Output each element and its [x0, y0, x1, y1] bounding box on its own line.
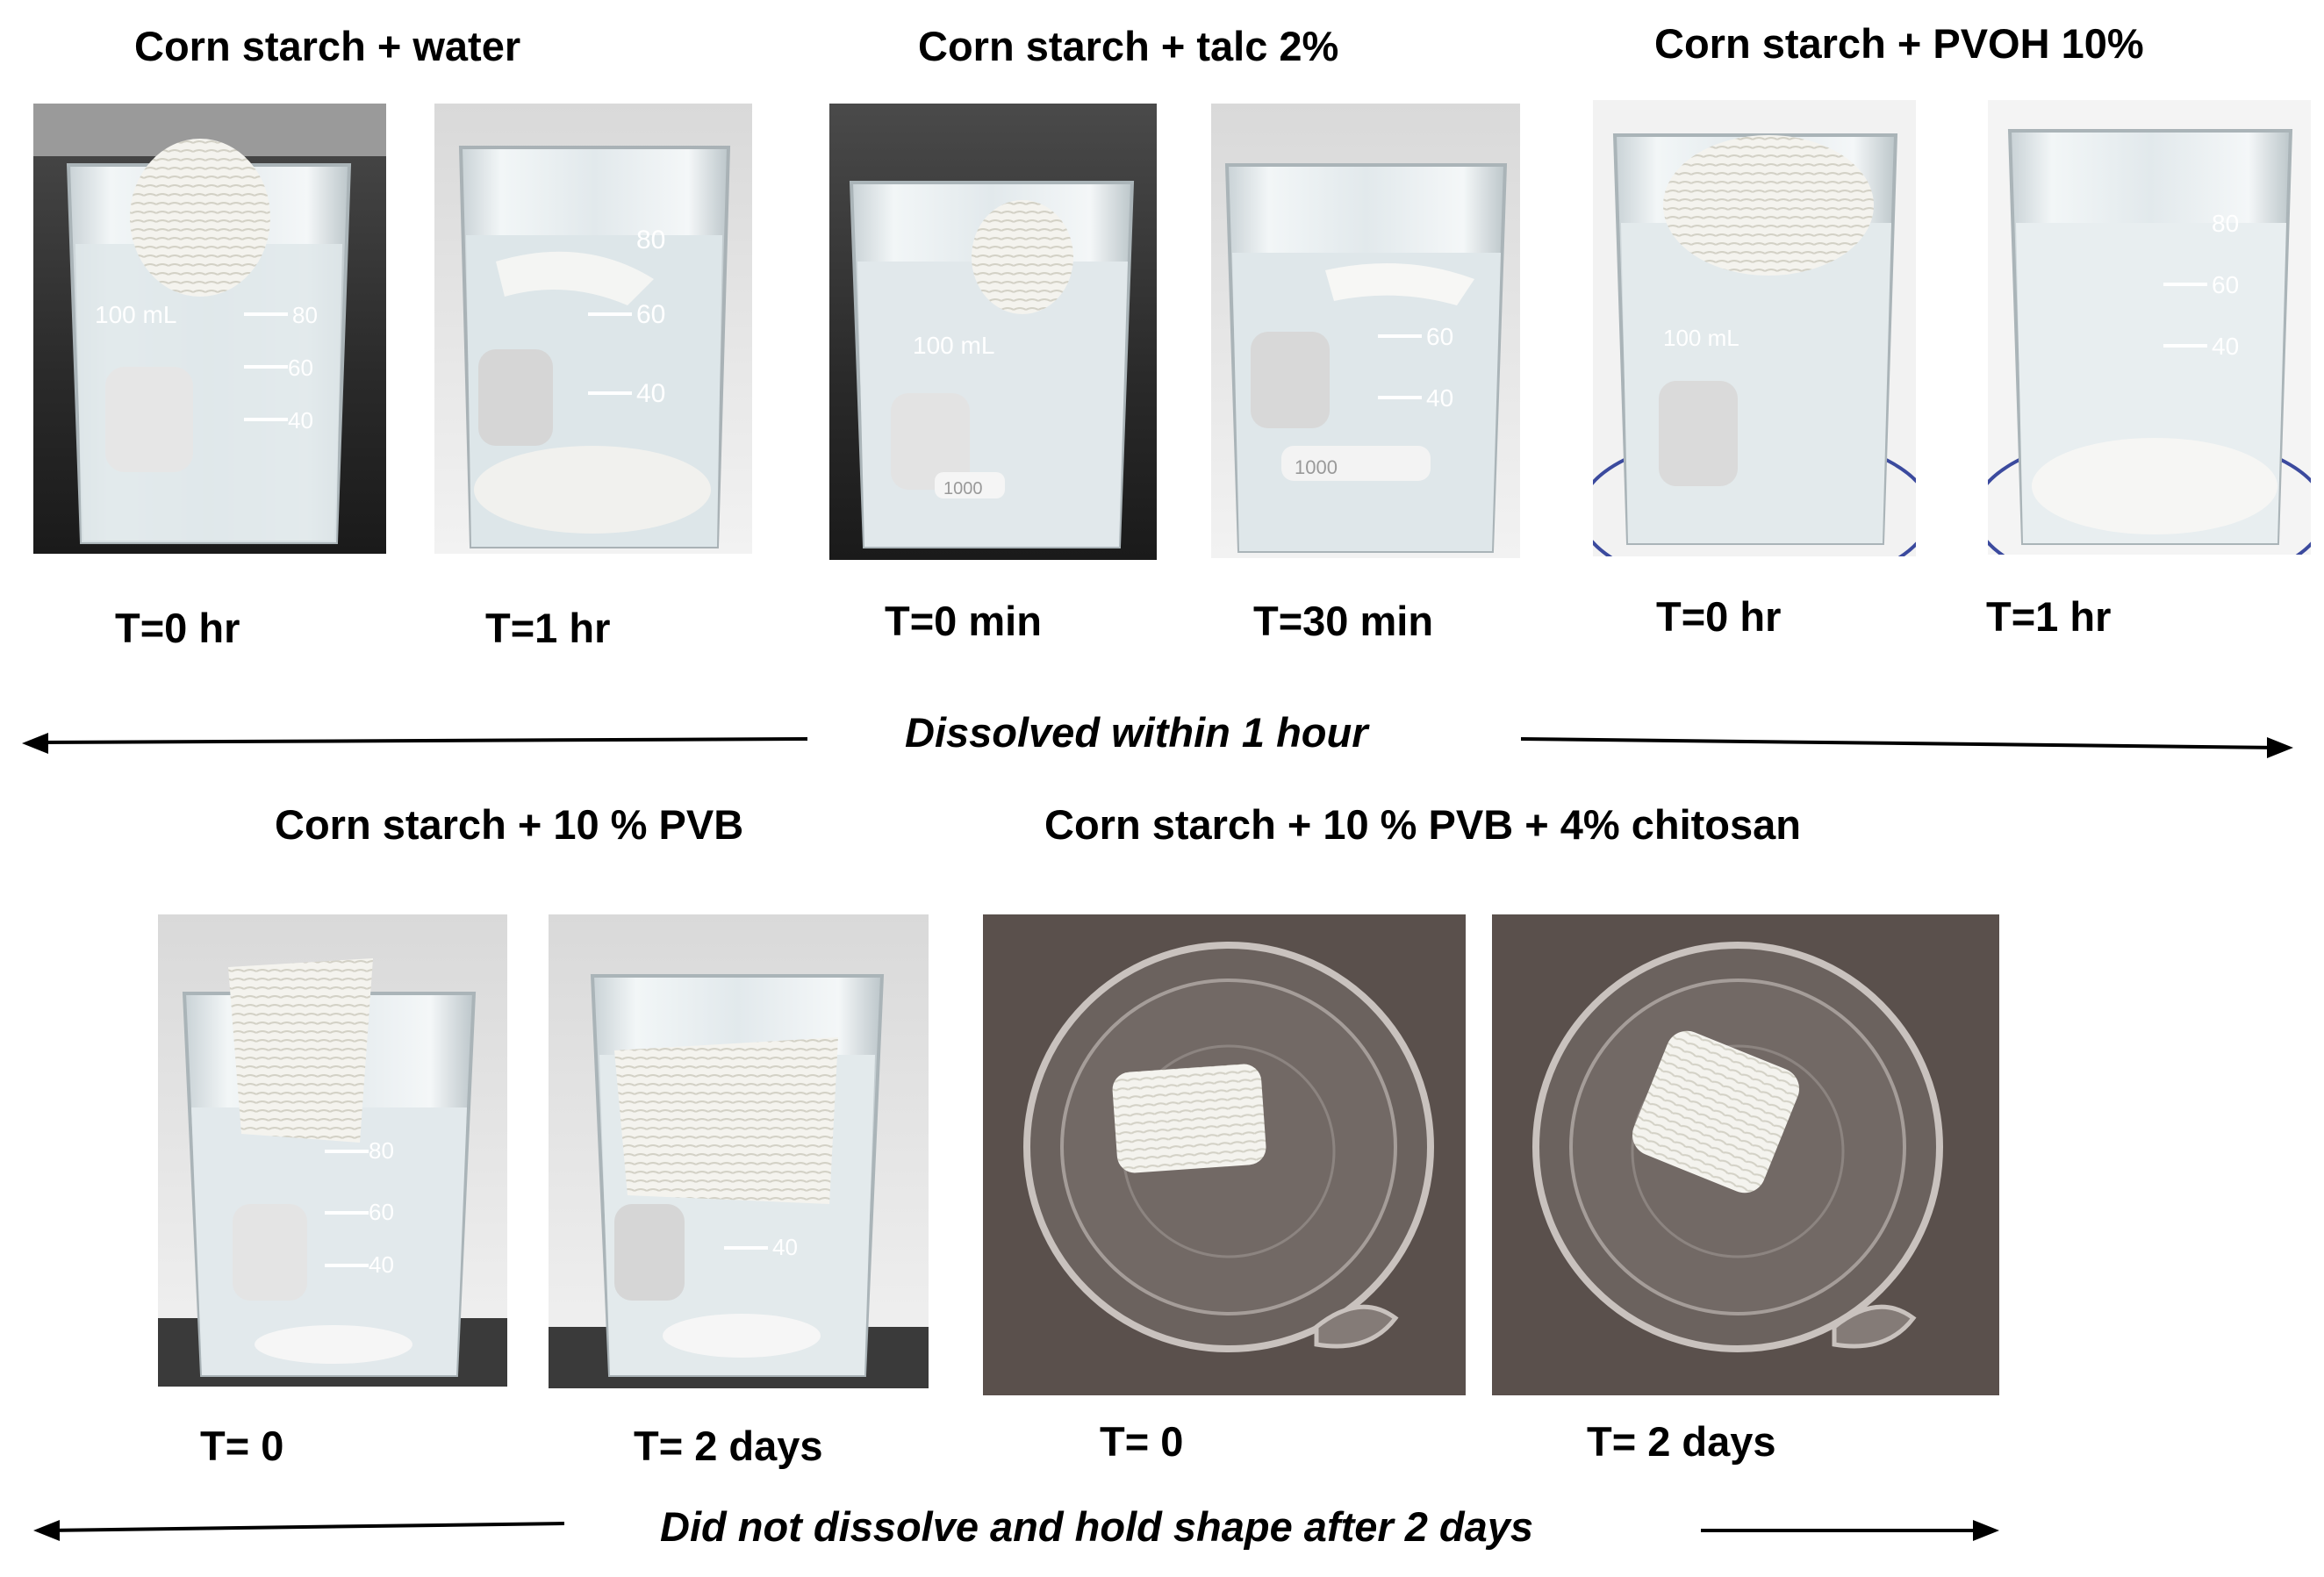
grad-label: 60: [288, 355, 313, 381]
grad-label: 60: [2212, 271, 2239, 298]
grad-label: 40: [288, 407, 313, 434]
group-title-pvb: Corn starch + 10 % PVB: [275, 801, 744, 848]
time-label-pvoh-t0: T=0 hr: [1656, 593, 1782, 640]
caption-did-not-dissolve: Did not dissolve and hold shape after 2 …: [660, 1503, 1534, 1550]
time-label-pvoh-t1: T=1 hr: [1986, 593, 2112, 640]
beaker-photo-pvb-t0: 80 60 40: [158, 914, 507, 1387]
right-arrow: [1521, 737, 2293, 758]
beaker-photo-pvoh-t1: 60 40 80: [1988, 100, 2311, 555]
volume-label: 100 mL: [1663, 325, 1739, 351]
grad-label: 40: [2212, 333, 2239, 360]
left-arrow: [33, 1520, 565, 1541]
time-label-water-t0: T=0 hr: [115, 605, 240, 651]
beaker-photo-pvb-t2days: 40: [549, 914, 929, 1388]
group-title-water: Corn starch + water: [134, 23, 521, 69]
grad-label: 60: [636, 300, 665, 329]
label-number: 1000: [943, 479, 983, 498]
time-label-talc-t30: T=30 min: [1253, 598, 1434, 644]
volume-label: 100 mL: [95, 301, 176, 328]
grad-label: 40: [636, 379, 665, 408]
label-number: 1000: [1295, 456, 1338, 478]
time-label-chitosan-t2days: T= 2 days: [1587, 1418, 1776, 1465]
beaker-photo-talc-t0: 100 mL 1000: [829, 104, 1157, 560]
time-label-pvb-t0: T= 0: [200, 1423, 284, 1469]
right-arrow: [1701, 1520, 1999, 1541]
time-label-chitosan-t0: T= 0: [1100, 1418, 1184, 1465]
beaker-photo-water-t1: 60 40 80: [434, 104, 752, 554]
group-title-pvoh: Corn starch + PVOH 10%: [1654, 20, 2144, 67]
grad-label: 60: [1426, 323, 1453, 350]
left-arrow: [22, 733, 808, 754]
grad-label: 40: [369, 1251, 394, 1278]
grad-label: 40: [772, 1234, 798, 1260]
grad-label: 80: [369, 1137, 394, 1164]
caption-dissolved: Dissolved within 1 hour: [905, 709, 1368, 756]
time-label-pvb-t2days: T= 2 days: [634, 1423, 823, 1469]
grad-label: 40: [1426, 384, 1453, 412]
beaker-photo-chitosan-t2days: [1492, 914, 1999, 1395]
grad-label: 80: [2212, 210, 2239, 237]
grad-label: 80: [292, 302, 318, 328]
group-title-talc: Corn starch + talc 2%: [918, 23, 1339, 69]
beaker-photo-pvoh-t0: 100 mL: [1593, 100, 1916, 556]
time-label-talc-t0: T=0 min: [885, 598, 1042, 644]
volume-label: 100 mL: [913, 332, 994, 359]
grad-label: 80: [636, 226, 665, 254]
beaker-photo-chitosan-t0: [983, 914, 1466, 1395]
beaker-photo-water-t0: 80 60 40 100 mL: [33, 104, 386, 554]
time-label-water-t1: T=1 hr: [485, 605, 611, 651]
beaker-photo-talc-t30: 60 40 1000: [1211, 104, 1520, 558]
group-title-pvb-chitosan: Corn starch + 10 % PVB + 4% chitosan: [1044, 801, 1801, 848]
grad-label: 60: [369, 1199, 394, 1225]
